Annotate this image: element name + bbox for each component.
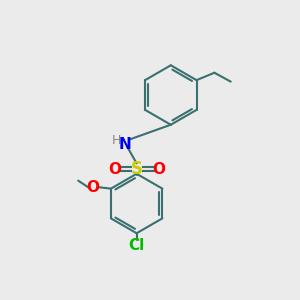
Text: O: O bbox=[87, 180, 100, 195]
Text: N: N bbox=[118, 136, 131, 152]
Text: S: S bbox=[130, 160, 142, 178]
Text: Cl: Cl bbox=[128, 238, 145, 253]
Text: O: O bbox=[152, 162, 165, 177]
Text: H: H bbox=[112, 134, 121, 147]
Text: O: O bbox=[108, 162, 121, 177]
